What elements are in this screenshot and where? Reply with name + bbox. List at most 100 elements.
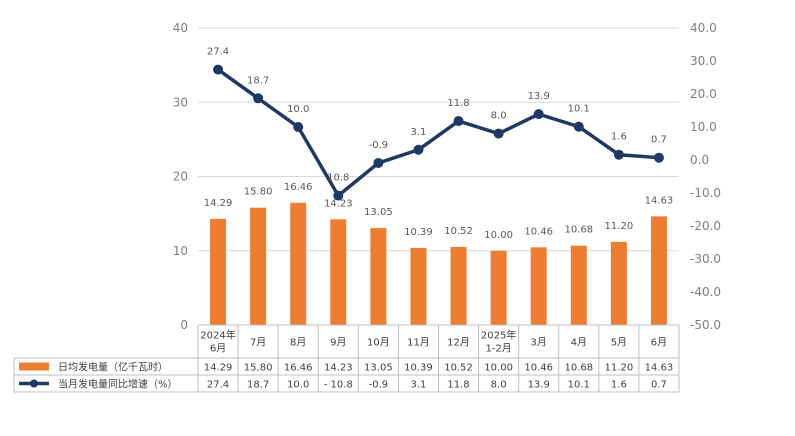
line-data-label: 10.0 — [287, 104, 309, 115]
bar-data-label: 10.00 — [484, 230, 513, 241]
legend-label-line: 当月发电量同比增速（%） — [58, 378, 178, 391]
category-label: 7月 — [250, 337, 266, 349]
line-point — [253, 93, 264, 104]
right-axis-tick: 0.0 — [690, 153, 709, 167]
category-label: 8月 — [290, 337, 306, 349]
left-axis: 0 10 20 30 40 — [173, 21, 188, 332]
table-cell-line: 10.0 — [287, 380, 309, 391]
category-label: 2025年 — [481, 329, 516, 342]
line-data-label: 3.1 — [411, 127, 427, 138]
line-point — [453, 116, 464, 127]
line-point — [213, 64, 224, 75]
table-cell-line: 1.6 — [611, 380, 627, 391]
line-point — [413, 144, 424, 155]
right-axis-tick: 20.0 — [690, 87, 717, 101]
bar-data-label: 14.63 — [645, 195, 674, 206]
line-point — [653, 152, 664, 163]
bar — [530, 247, 547, 325]
bar — [490, 250, 507, 325]
bar-data-label: 10.39 — [404, 227, 433, 238]
category-label: 12月 — [447, 337, 470, 349]
gridlines — [198, 27, 679, 252]
bar-data-label: 16.46 — [284, 182, 313, 193]
category-label: 6月 — [651, 337, 667, 349]
left-axis-tick: 10 — [173, 244, 188, 258]
line-point — [333, 190, 344, 201]
bar — [370, 228, 387, 325]
category-label: 11月 — [407, 337, 430, 349]
right-axis-tick: 40.0 — [690, 21, 717, 35]
right-axis-tick: 30.0 — [690, 54, 717, 68]
category-label: 9月 — [330, 337, 346, 349]
table-cell-bar: 11.20 — [605, 363, 634, 374]
bar-data-label: 14.29 — [204, 198, 233, 209]
right-axis-tick: 10.0 — [690, 120, 717, 134]
bar-data-label: 10.46 — [524, 226, 553, 237]
category-label: 10月 — [367, 337, 390, 349]
table-cell-bar: 15.80 — [244, 363, 273, 374]
left-axis-tick: 20 — [173, 170, 188, 184]
table-cell-line: - 10.8 — [324, 380, 353, 391]
line-data-label: 10.8 — [327, 173, 349, 184]
legend-label-bar: 日均发电量（亿千瓦时） — [58, 361, 168, 374]
table-cell-line: 27.4 — [207, 380, 229, 391]
legend-key-bar — [19, 362, 49, 371]
line-data-label: 1.6 — [611, 132, 627, 143]
table-cell-bar: 10.39 — [404, 363, 433, 374]
table-cell-bar: 10.52 — [444, 363, 473, 374]
line-data-label: 27.4 — [207, 47, 229, 58]
line-path — [217, 68, 660, 198]
table-cell-line: 10.1 — [568, 380, 590, 391]
right-axis-tick: -40.0 — [690, 285, 721, 299]
bar-series: 14.29 15.80 16.46 14.23 13.05 10.39 10.52 10.00… — [204, 182, 674, 325]
bar — [290, 202, 307, 325]
table-cell-bar: 10.46 — [524, 363, 553, 374]
category-label: 4月 — [571, 337, 587, 349]
category-label: 2024年 — [200, 329, 235, 342]
category-label: 3月 — [531, 337, 547, 349]
left-axis-tick: 0 — [180, 318, 188, 332]
bar — [210, 218, 227, 325]
bar — [250, 207, 267, 325]
line-data-label: 10.1 — [568, 104, 590, 115]
left-axis-tick: 30 — [173, 95, 188, 109]
line-data-label: 0.7 — [651, 135, 667, 146]
table-cell-line: 8.0 — [491, 380, 507, 391]
right-axis-tick: -10.0 — [690, 186, 721, 200]
table-cell-bar: 16.46 — [284, 363, 313, 374]
category-label: 6月 — [210, 343, 226, 355]
table-cell-line: 0.7 — [651, 380, 667, 391]
line-series: 27.4 18.7 10.0 10.8 -0.9 3.1 11.8 8.0 13.9 10.1 1.… — [207, 47, 667, 201]
bar-data-label: 13.05 — [364, 207, 393, 218]
category-label: 5月 — [611, 337, 627, 349]
table-cell-line: -0.9 — [369, 380, 389, 391]
line-data-label: -0.9 — [369, 140, 389, 151]
right-axis-tick: -50.0 — [690, 318, 721, 332]
bar — [570, 245, 587, 325]
line-point — [293, 122, 304, 132]
line-data-label: 11.8 — [447, 98, 469, 109]
right-axis: -50.0 -40.0 -30.0 -20.0 -10.0 0.0 10.0 20.0 30.0… — [690, 21, 721, 332]
line-point — [613, 149, 624, 160]
legend-key-line-marker — [30, 379, 38, 388]
table-cell-line: 13.9 — [528, 380, 550, 391]
bar-data-label: 11.20 — [605, 221, 634, 232]
bar — [330, 219, 347, 325]
line-data-label: 18.7 — [247, 75, 269, 86]
right-axis-tick: -20.0 — [690, 219, 721, 233]
table-cell-bar: 14.29 — [204, 363, 233, 374]
bar-data-label: 10.52 — [444, 226, 473, 237]
bar — [610, 241, 627, 325]
table-cell-line: 11.8 — [447, 380, 469, 391]
bar-data-label: 14.23 — [324, 198, 353, 209]
line-data-label: 8.0 — [491, 111, 507, 122]
table-cell-line: 3.1 — [411, 380, 427, 391]
right-axis-tick: -30.0 — [690, 252, 721, 266]
line-point — [533, 109, 544, 120]
table-cell-bar: 13.05 — [364, 363, 393, 374]
table-cell-bar: 14.23 — [324, 363, 353, 374]
bar-data-label: 15.80 — [244, 187, 273, 198]
line-data-label: 13.9 — [528, 91, 550, 102]
table-cell-bar: 14.63 — [645, 363, 674, 374]
line-point — [573, 121, 584, 132]
